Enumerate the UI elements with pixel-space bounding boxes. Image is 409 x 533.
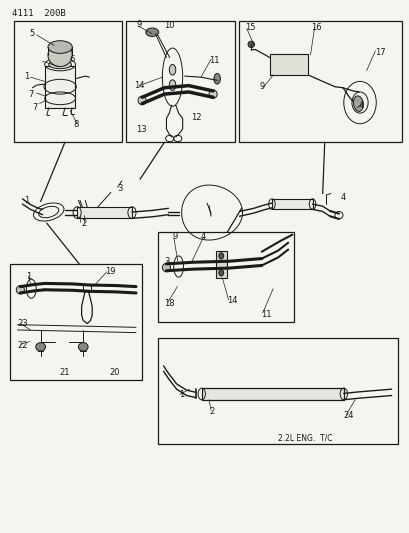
- Text: 9: 9: [136, 20, 141, 29]
- Text: 4: 4: [200, 232, 206, 241]
- Text: 14: 14: [134, 81, 144, 90]
- Ellipse shape: [48, 41, 72, 53]
- Text: 2.2L ENG.  T/C: 2.2L ENG. T/C: [277, 434, 332, 443]
- Ellipse shape: [49, 60, 71, 69]
- Text: 4: 4: [357, 101, 363, 110]
- Text: 12: 12: [190, 113, 201, 122]
- Ellipse shape: [16, 286, 25, 294]
- Bar: [158, 338, 397, 443]
- Text: 13: 13: [136, 125, 146, 133]
- Bar: [10, 264, 142, 380]
- Ellipse shape: [247, 41, 254, 47]
- Bar: [271, 199, 312, 209]
- Ellipse shape: [209, 90, 217, 98]
- Text: 11: 11: [261, 310, 271, 319]
- Text: 9: 9: [259, 82, 264, 91]
- Text: 9: 9: [172, 232, 178, 241]
- Text: 17: 17: [374, 48, 384, 57]
- Text: 23: 23: [18, 319, 28, 328]
- Text: 24: 24: [342, 411, 353, 420]
- Bar: [201, 388, 343, 400]
- Bar: [126, 21, 235, 142]
- Ellipse shape: [36, 343, 45, 351]
- Text: 22: 22: [18, 341, 28, 350]
- Text: 4111  200B: 4111 200B: [12, 9, 66, 18]
- Text: 3: 3: [117, 184, 123, 193]
- Text: 6: 6: [69, 55, 74, 64]
- Text: 21: 21: [59, 368, 69, 377]
- Ellipse shape: [145, 28, 158, 36]
- Bar: [45, 66, 75, 108]
- Bar: [158, 232, 294, 322]
- Ellipse shape: [213, 74, 220, 84]
- Text: 1: 1: [25, 71, 29, 80]
- Bar: [14, 21, 121, 142]
- Ellipse shape: [48, 43, 72, 67]
- Text: 20: 20: [109, 368, 120, 377]
- Text: 19: 19: [105, 267, 116, 276]
- Ellipse shape: [353, 96, 362, 111]
- Bar: [239, 21, 401, 142]
- Text: 7: 7: [28, 90, 34, 99]
- Text: 5: 5: [29, 29, 35, 38]
- Text: 2: 2: [81, 219, 86, 228]
- Text: 11: 11: [209, 56, 219, 64]
- Ellipse shape: [162, 263, 170, 272]
- Text: 1: 1: [25, 196, 29, 205]
- Text: 8: 8: [73, 120, 78, 130]
- Ellipse shape: [78, 343, 88, 351]
- Ellipse shape: [218, 270, 223, 276]
- Text: 10: 10: [164, 21, 175, 30]
- Text: 15: 15: [245, 23, 256, 32]
- Ellipse shape: [169, 64, 175, 75]
- Text: 4: 4: [340, 193, 345, 202]
- Text: 16: 16: [310, 23, 321, 32]
- Text: 2: 2: [209, 407, 214, 416]
- Ellipse shape: [169, 80, 175, 91]
- Text: 18: 18: [164, 299, 175, 308]
- Text: 3: 3: [164, 257, 169, 266]
- Bar: [269, 54, 308, 75]
- Bar: [216, 251, 226, 278]
- Text: 7: 7: [32, 103, 38, 112]
- Text: 1: 1: [25, 271, 31, 280]
- Text: 14: 14: [227, 296, 237, 305]
- Text: 1: 1: [178, 390, 183, 399]
- Bar: [77, 207, 132, 219]
- Ellipse shape: [138, 96, 146, 104]
- Ellipse shape: [218, 253, 223, 259]
